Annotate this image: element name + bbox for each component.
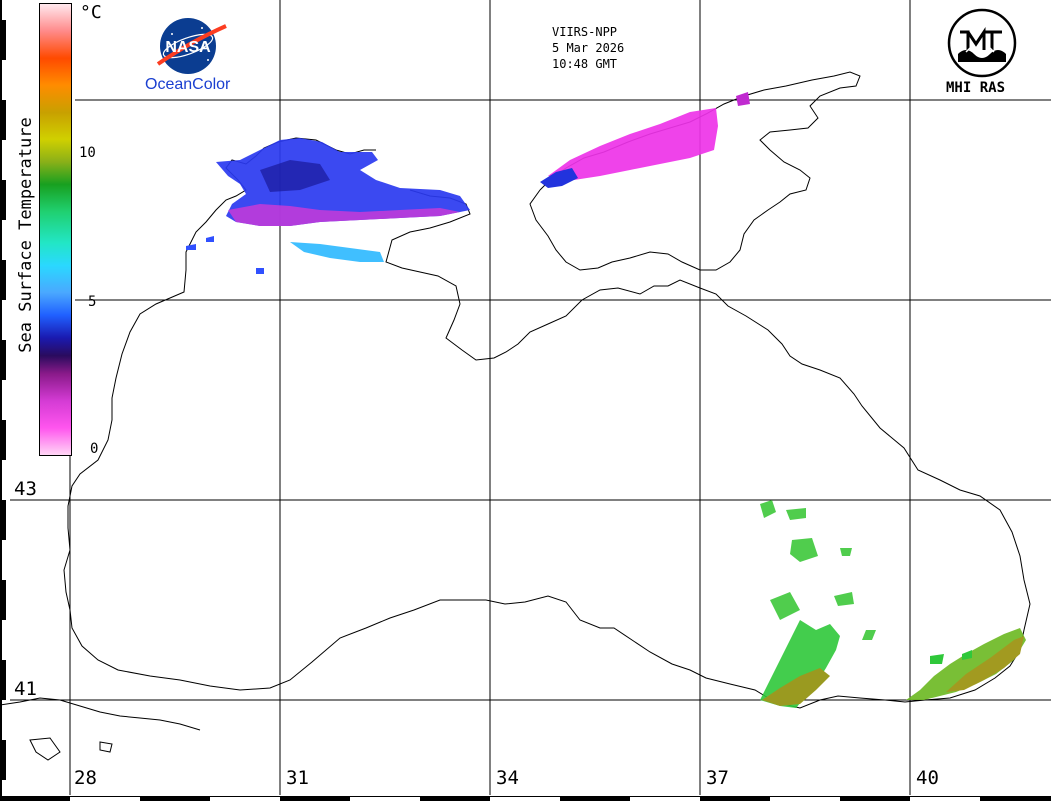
sst-patch-nw-pink [228,204,460,226]
border-scale-bottom [0,796,1051,801]
coast-bosporus [0,697,201,761]
colorbar-tick-0: 0 [90,441,99,457]
sst-patch-nw-deep [260,160,330,192]
colorbar [39,3,72,456]
mhi-logo-icon [947,8,1017,78]
colorbar-tick-10: 10 [79,145,96,161]
sst-patch-azov [548,108,718,180]
sst-patch-east-olive [946,636,1024,692]
date-label: 5 Mar 2026 [552,41,625,55]
sensor-label: VIIRS-NPP [552,25,618,39]
time-label: 10:48 GMT [552,57,618,71]
lat-label-41: 41 [14,678,37,700]
lon-label-28: 28 [74,767,97,789]
sst-patch-azov-blue [540,168,578,188]
oceancolor-label: OceanColor [145,76,231,93]
sst-patch-nw-mild [290,242,384,262]
sst-patch-se-dots [760,500,876,640]
coastline [0,71,1031,761]
lat-label-43: 43 [14,478,37,500]
sst-patch-se-olive [762,668,830,706]
sst-patch-nw-cold [216,138,470,226]
lon-label-31: 31 [286,767,309,789]
sst-data [186,92,1026,708]
sst-patch-east-dots [930,650,972,664]
colorbar-unit: °C [80,2,102,23]
colorbar-tick-5: 5 [88,294,97,310]
satellite-info: VIIRS-NPP 5 Mar 2026 10:48 GMT [552,24,624,72]
sst-patch-azov-north [736,92,750,106]
coast-west-north [63,137,1031,709]
graticule [10,0,1051,795]
lon-label-37: 37 [706,767,729,789]
lon-label-40: 40 [916,767,939,789]
border-scale-left [0,0,6,801]
mhi-label: MHI RAS [946,80,1006,96]
sst-patch-nw-specks [186,236,264,274]
sst-patch-se-green [760,620,840,708]
nasa-logo-text: NASA [165,39,211,56]
lon-label-34: 34 [496,767,519,789]
nasa-logo-icon: NASA [156,18,227,74]
sst-patch-east-green [906,628,1026,700]
